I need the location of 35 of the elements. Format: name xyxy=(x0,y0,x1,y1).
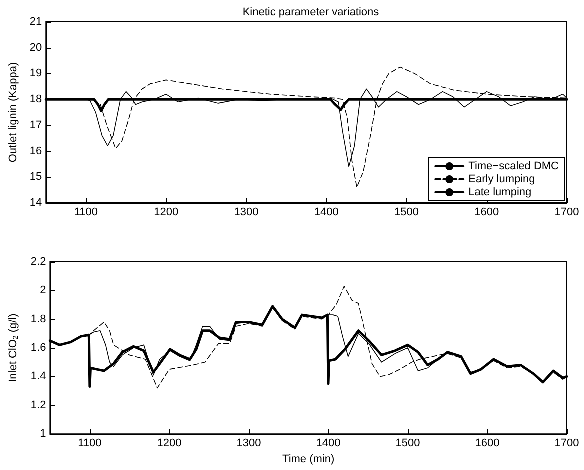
x-tick-label: 1400 xyxy=(316,438,341,450)
y-tick-label: 1.4 xyxy=(30,370,46,383)
y-tick-label: 1.2 xyxy=(30,399,46,412)
legend-label: Early lumping xyxy=(468,174,536,186)
legend-label: Time−scaled DMC xyxy=(468,160,560,172)
x-tick-label: 1500 xyxy=(396,438,420,450)
y-tick-label: 1 xyxy=(40,428,46,440)
x-tick-label: 1100 xyxy=(78,438,102,450)
x-tick-label: 1200 xyxy=(154,206,179,218)
x-tick-label: 1400 xyxy=(314,206,339,218)
x-axis-title: Time (min) xyxy=(282,454,335,466)
x-tick-label: 1600 xyxy=(474,206,500,218)
y-tick-label: 15 xyxy=(30,171,42,184)
x-tick-label: 1600 xyxy=(475,438,500,450)
x-tick-label: 1700 xyxy=(554,206,580,218)
y-tick-label: 21 xyxy=(30,16,42,28)
y-tick-label: 17 xyxy=(30,119,42,132)
y-tick-label: 16 xyxy=(30,145,42,158)
y-tick-label: 1.8 xyxy=(30,313,46,326)
x-tick-label: 1700 xyxy=(554,438,580,450)
y-tick-label: 14 xyxy=(30,197,42,209)
chart-title: Kinetic parameter variations xyxy=(242,6,380,18)
y-tick-label: 2.2 xyxy=(30,256,46,268)
legend-label: Late lumping xyxy=(468,186,532,198)
x-tick-label: 1200 xyxy=(157,438,182,450)
y-tick-label: 18 xyxy=(30,94,42,106)
x-tick-label: 1100 xyxy=(74,206,98,218)
x-tick-label: 1300 xyxy=(234,206,259,218)
x-tick-label: 1300 xyxy=(236,438,262,450)
y-tick-label: 19 xyxy=(30,68,42,80)
y-axis-title: Outlet lignin (Kappa) xyxy=(8,62,20,163)
y-tick-label: 2 xyxy=(40,284,46,297)
x-tick-label: 1500 xyxy=(394,206,419,218)
y-tick-label: 20 xyxy=(30,42,42,54)
y-tick-label: 1.6 xyxy=(30,342,46,354)
